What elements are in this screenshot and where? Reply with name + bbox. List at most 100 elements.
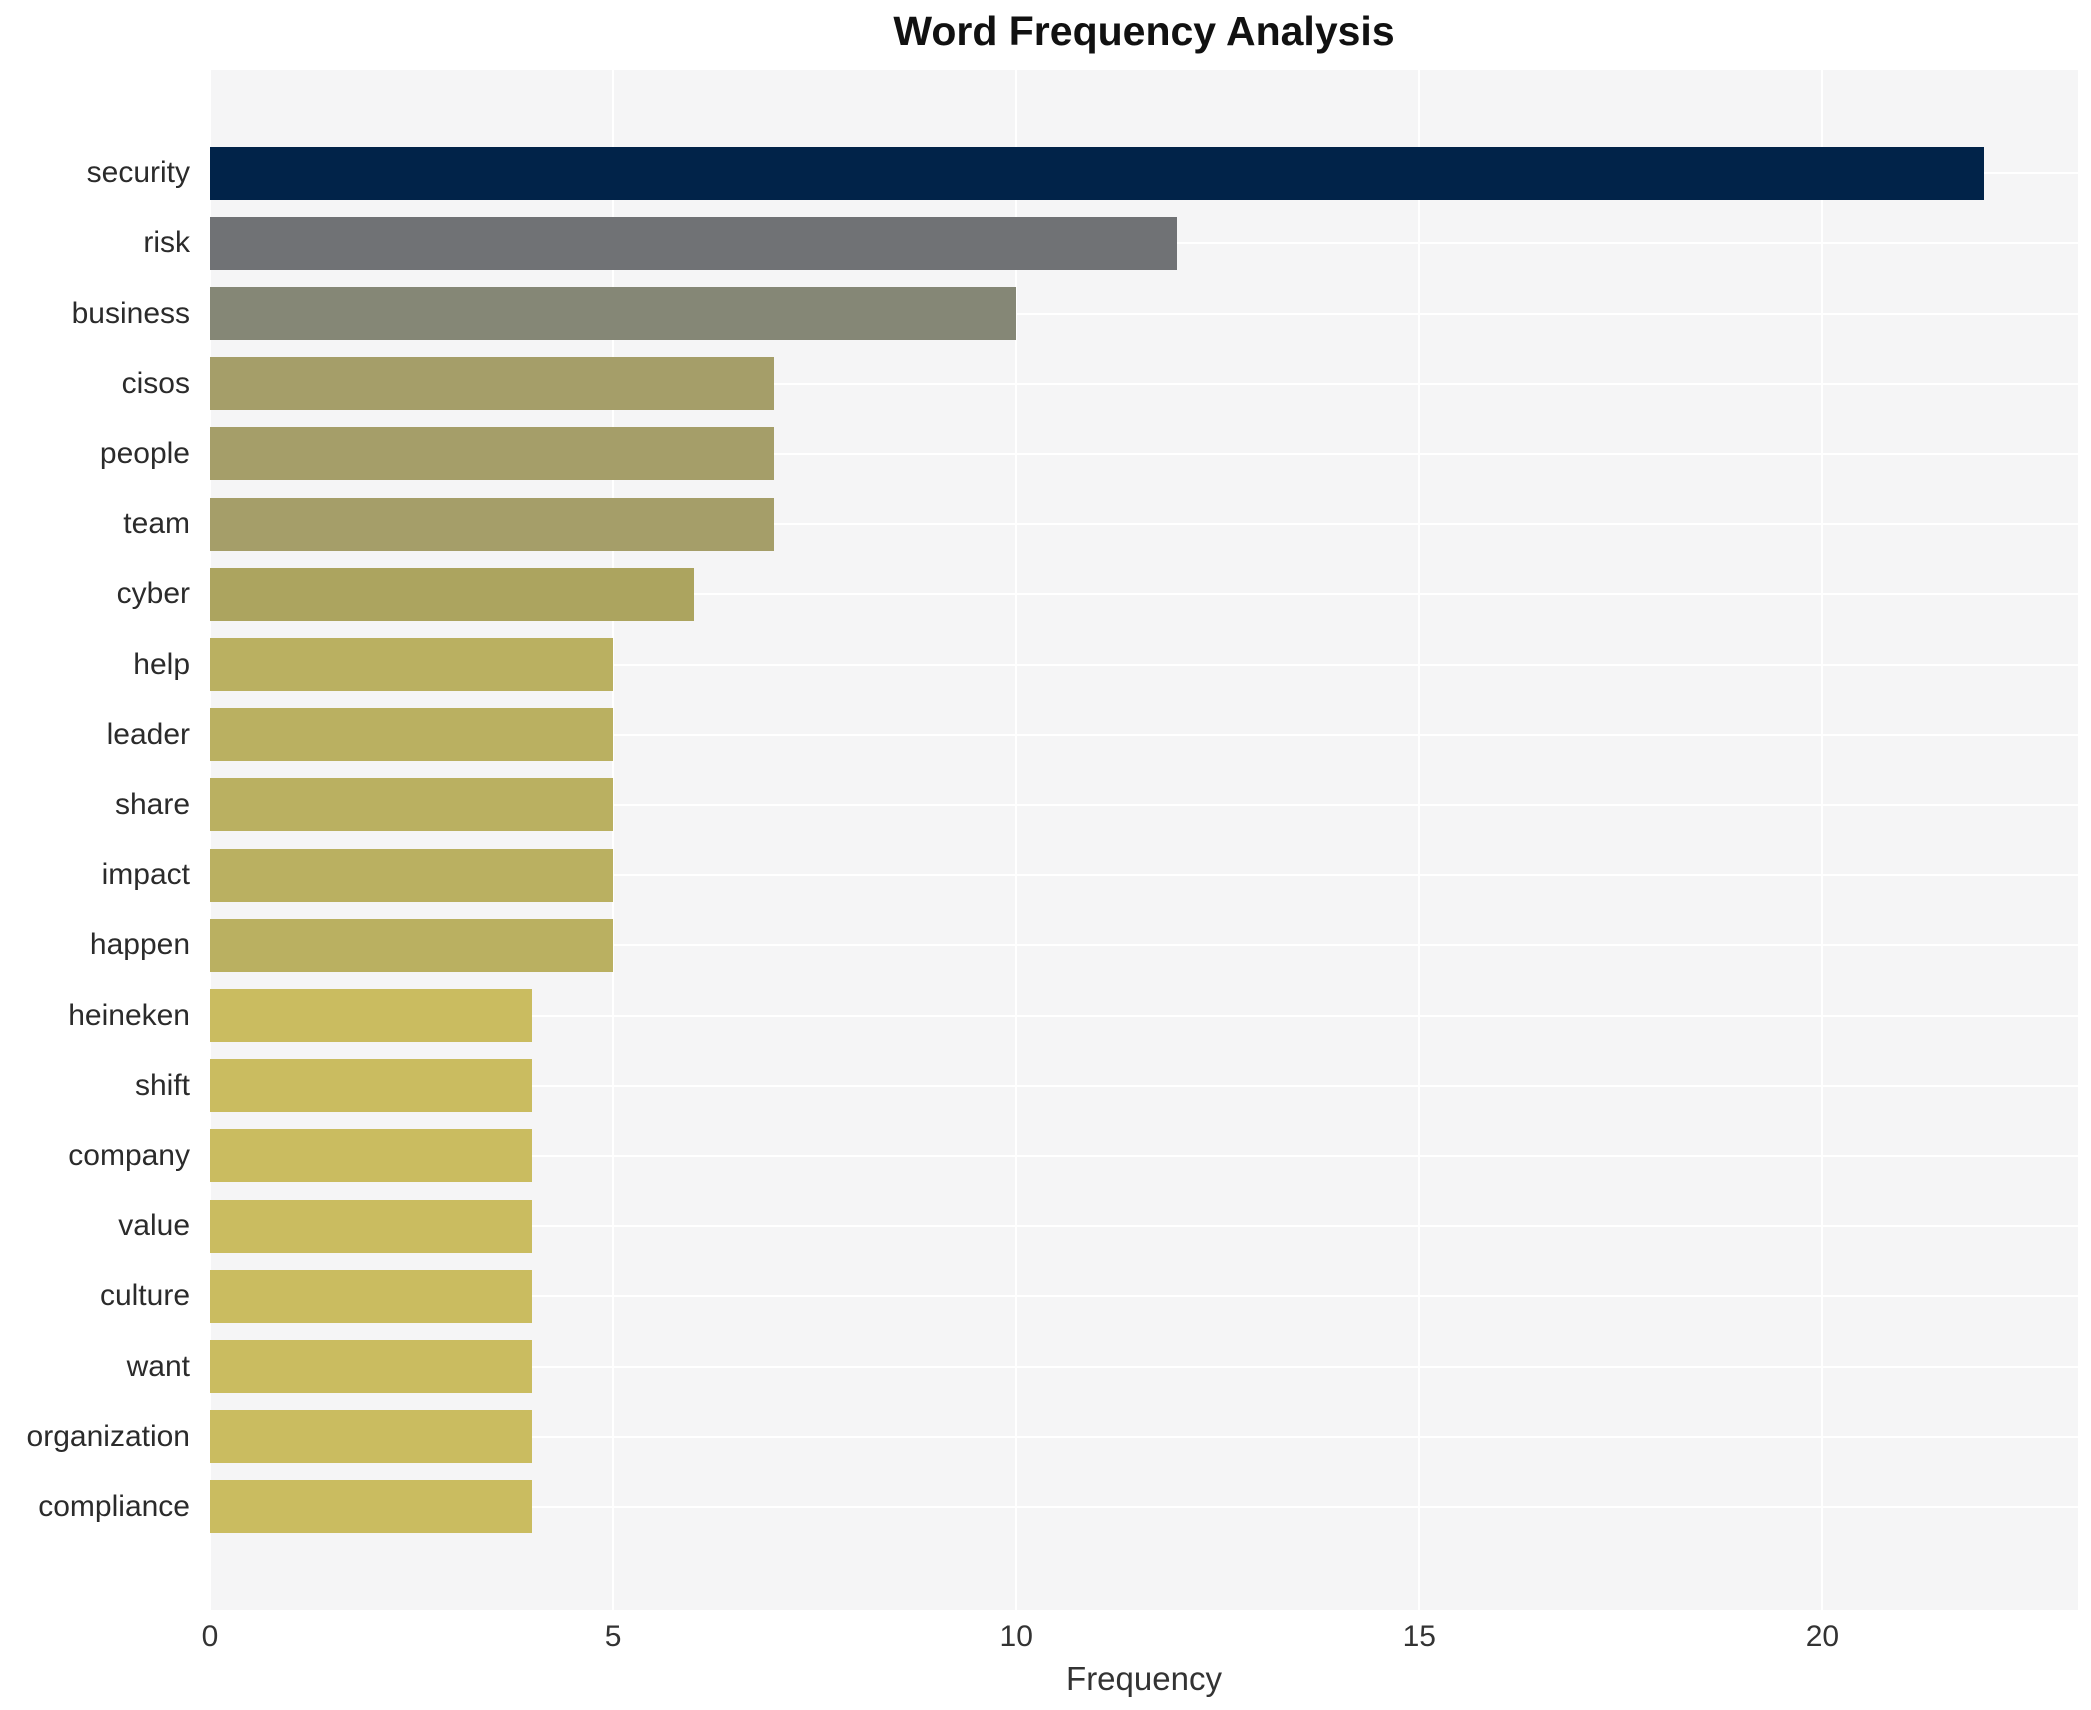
y-gridline	[210, 1154, 2078, 1157]
y-axis-label-row: share	[0, 770, 200, 840]
x-gridline	[612, 70, 615, 1610]
bar-row	[210, 1402, 2078, 1472]
y-gridline	[210, 1435, 2078, 1438]
y-axis-label: impact	[101, 858, 190, 892]
y-axis-labels: security risk business cisos people team cyber…	[0, 70, 200, 1610]
bar-share	[210, 778, 614, 832]
bar-rows	[210, 70, 2078, 1610]
bar-team	[210, 497, 775, 551]
bar-row	[210, 910, 2078, 980]
y-axis-label: culture	[99, 1279, 190, 1313]
y-gridline	[210, 1014, 2078, 1017]
y-axis-label-row: cyber	[0, 559, 200, 629]
y-axis-label-row: organization	[0, 1402, 200, 1472]
bar-help	[210, 638, 614, 692]
bar-row	[210, 349, 2078, 419]
y-axis-label-row: leader	[0, 700, 200, 770]
x-axis-title: Frequency	[1066, 1660, 1222, 1697]
bar-people	[210, 427, 775, 481]
bar-leader	[210, 708, 614, 762]
bar-row	[210, 770, 2078, 840]
bar-cyber	[210, 567, 694, 621]
chart-title: Word Frequency Analysis	[893, 8, 1395, 54]
bar-organization	[210, 1410, 533, 1464]
bar-row	[210, 1051, 2078, 1121]
bar-row	[210, 419, 2078, 489]
y-axis-label-row: company	[0, 1121, 200, 1191]
bar-row	[210, 278, 2078, 348]
y-axis-label-row: cisos	[0, 349, 200, 419]
y-axis-label-row: compliance	[0, 1472, 200, 1542]
y-axis-label-row: impact	[0, 840, 200, 910]
y-axis-label: help	[133, 647, 190, 681]
bar-row	[210, 1331, 2078, 1401]
bar-row	[210, 700, 2078, 770]
y-gridline	[210, 1295, 2078, 1298]
y-axis-label: cisos	[121, 366, 190, 400]
x-gridline	[209, 70, 211, 1610]
bar-row	[210, 1121, 2078, 1191]
bar-row	[210, 1191, 2078, 1261]
x-gridline	[1418, 70, 1421, 1610]
y-axis-label: company	[68, 1138, 190, 1172]
x-gridline	[1015, 70, 1018, 1610]
bar-value	[210, 1199, 533, 1253]
y-axis-label: value	[118, 1209, 190, 1243]
y-gridline	[210, 452, 2078, 455]
y-axis-label-row: heineken	[0, 980, 200, 1050]
bar-row	[210, 138, 2078, 208]
y-gridline	[210, 1084, 2078, 1087]
bar-security	[210, 146, 1984, 200]
y-axis-label: security	[86, 156, 190, 190]
y-axis-label-row: risk	[0, 208, 200, 278]
x-axis-tick-label: 0	[201, 1620, 219, 1653]
bar-row	[210, 629, 2078, 699]
y-gridline	[210, 523, 2078, 526]
bar-row	[210, 840, 2078, 910]
bar-shift	[210, 1059, 533, 1113]
bar-row	[210, 1472, 2078, 1542]
y-gridline	[210, 1365, 2078, 1368]
y-axis-label-row: want	[0, 1331, 200, 1401]
y-axis-label-row: help	[0, 629, 200, 699]
x-axis-tick-label: 10	[999, 1620, 1033, 1653]
y-gridline	[210, 382, 2078, 385]
y-axis-label-row: people	[0, 419, 200, 489]
y-axis-label: risk	[143, 226, 190, 260]
y-axis-label-row: happen	[0, 910, 200, 980]
y-axis-label: team	[123, 507, 190, 541]
bar-want	[210, 1340, 533, 1394]
y-axis-label-row: value	[0, 1191, 200, 1261]
y-axis-label: leader	[106, 717, 190, 751]
bar-heineken	[210, 989, 533, 1043]
y-axis-label: business	[71, 296, 190, 330]
x-gridline	[1821, 70, 1824, 1610]
y-gridline	[210, 1505, 2078, 1508]
y-axis-label-row: business	[0, 278, 200, 348]
bar-cisos	[210, 357, 775, 411]
plot-area	[209, 70, 2078, 1610]
y-axis-label: want	[126, 1349, 190, 1383]
y-axis-label-row: security	[0, 138, 200, 208]
y-axis-label: shift	[134, 1068, 190, 1102]
x-axis-tick-label: 5	[604, 1620, 622, 1653]
bar-company	[210, 1129, 533, 1183]
bar-row	[210, 980, 2078, 1050]
bar-row	[210, 208, 2078, 278]
bar-impact	[210, 848, 614, 902]
bar-row	[210, 489, 2078, 559]
y-gridline	[210, 593, 2078, 596]
y-gridline	[210, 312, 2078, 315]
bar-happen	[210, 918, 614, 972]
y-gridline	[210, 874, 2078, 877]
y-gridline	[210, 803, 2078, 806]
y-axis-label: heineken	[68, 998, 190, 1032]
bar-row	[210, 1261, 2078, 1331]
y-axis-label: people	[99, 436, 190, 470]
bar-culture	[210, 1269, 533, 1323]
y-axis-label: happen	[89, 928, 190, 962]
bar-compliance	[210, 1480, 533, 1534]
y-gridline	[210, 944, 2078, 947]
y-axis-label: share	[114, 787, 190, 821]
